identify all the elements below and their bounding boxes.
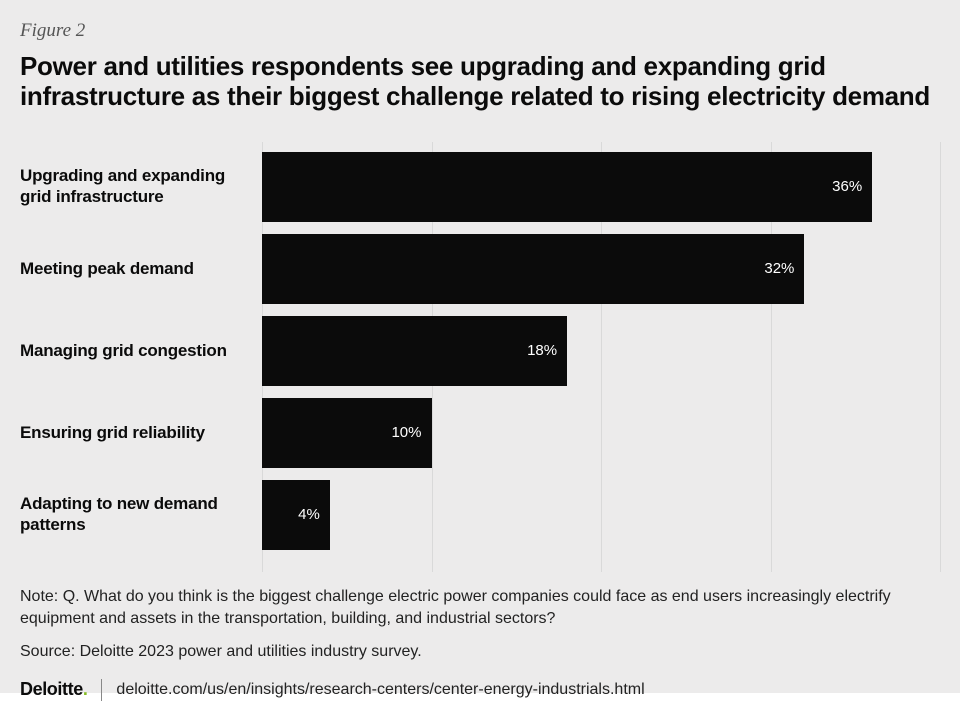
- chart-source: Source: Deloitte 2023 power and utilitie…: [20, 643, 940, 661]
- chart-row: Ensuring grid reliability 10%: [20, 398, 940, 468]
- brand-dot-icon: .: [83, 679, 88, 699]
- bar-track: 4%: [262, 480, 940, 550]
- bar-value: 32%: [764, 260, 794, 277]
- bar-track: 10%: [262, 398, 940, 468]
- chart-area: Upgrading and expanding grid infrastruct…: [20, 142, 940, 572]
- chart-row: Adapting to new demand patterns 4%: [20, 480, 940, 550]
- bar-track: 36%: [262, 152, 940, 222]
- bar-label: Adapting to new demand patterns: [20, 494, 262, 535]
- bar: 36%: [262, 152, 872, 222]
- bar: 10%: [262, 398, 432, 468]
- brand-name: Deloitte: [20, 679, 83, 699]
- bar-label: Upgrading and expanding grid infrastruct…: [20, 166, 262, 207]
- bar: 32%: [262, 234, 804, 304]
- footer: Deloitte. deloitte.com/us/en/insights/re…: [20, 679, 940, 701]
- chart-note: Note: Q. What do you think is the bigges…: [20, 586, 940, 631]
- bar: 4%: [262, 480, 330, 550]
- bar-track: 18%: [262, 316, 940, 386]
- bar-value: 18%: [527, 342, 557, 359]
- footer-url: deloitte.com/us/en/insights/research-cen…: [116, 681, 644, 699]
- chart-title: Power and utilities respondents see upgr…: [20, 52, 940, 112]
- chart-row: Managing grid congestion 18%: [20, 316, 940, 386]
- bar-track: 32%: [262, 234, 940, 304]
- chart-row: Meeting peak demand 32%: [20, 234, 940, 304]
- bar: 18%: [262, 316, 567, 386]
- bar-label: Meeting peak demand: [20, 259, 262, 279]
- bar-value: 10%: [391, 424, 421, 441]
- chart-rows: Upgrading and expanding grid infrastruct…: [20, 152, 940, 562]
- brand-logo-text: Deloitte.: [20, 679, 87, 700]
- figure-container: Figure 2 Power and utilities respondents…: [0, 0, 960, 693]
- chart-row: Upgrading and expanding grid infrastruct…: [20, 152, 940, 222]
- bar-label: Ensuring grid reliability: [20, 423, 262, 443]
- figure-label: Figure 2: [20, 20, 940, 42]
- bar-value: 4%: [298, 506, 320, 523]
- bar-label: Managing grid congestion: [20, 341, 262, 361]
- bar-value: 36%: [832, 178, 862, 195]
- chart-right-edge: [940, 142, 941, 572]
- footer-divider: [101, 679, 102, 701]
